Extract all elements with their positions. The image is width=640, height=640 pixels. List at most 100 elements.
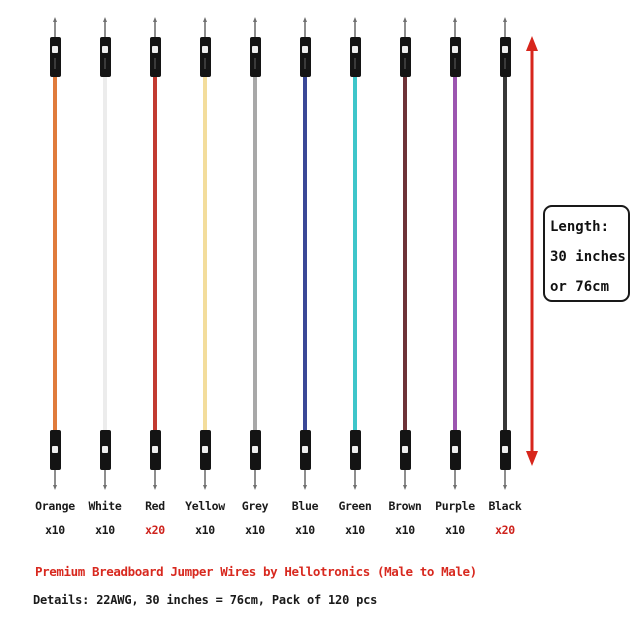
connector-housing-bottom <box>99 430 111 470</box>
pin-tip-icon <box>103 485 107 490</box>
pin-bottom-icon <box>303 470 307 490</box>
pin-tip-icon <box>153 17 157 22</box>
jumper-wire-brown <box>380 17 430 490</box>
wire-cable <box>53 77 57 430</box>
wire-count: x10 <box>395 523 415 537</box>
contact-window-icon <box>402 446 408 453</box>
pin-tip-icon <box>203 17 207 22</box>
housing-marking-icon <box>254 58 256 69</box>
jumper-wire-red <box>130 17 180 490</box>
pin-shaft-icon <box>254 470 256 485</box>
pin-tip-icon <box>453 485 457 490</box>
connector-housing-bottom <box>149 430 161 470</box>
contact-window-icon <box>352 46 358 53</box>
connector-housing-top <box>449 37 461 77</box>
pin-top-icon <box>403 17 407 37</box>
arrow-shaft-icon <box>530 48 534 454</box>
pin-tip-icon <box>253 485 257 490</box>
wire-cable <box>103 77 107 430</box>
wire-cable <box>203 77 207 430</box>
housing-marking-icon <box>504 58 506 69</box>
product-title: Premium Breadboard Jumper Wires by Hello… <box>35 564 477 579</box>
wire-label-orange: Orange x10 <box>30 499 80 537</box>
pin-top-icon <box>253 17 257 37</box>
contact-window-icon <box>452 46 458 53</box>
pin-shaft-icon <box>404 470 406 485</box>
pin-shaft-icon <box>54 22 56 37</box>
jumper-wire-purple <box>430 17 480 490</box>
contact-window-icon <box>202 446 208 453</box>
connector-housing-bottom <box>249 430 261 470</box>
pin-bottom-icon <box>153 470 157 490</box>
pin-tip-icon <box>503 17 507 22</box>
pin-tip-icon <box>403 17 407 22</box>
labels-row: Orange x10 White x10 Red x20 Yellow x10 … <box>30 499 530 537</box>
connector-housing-top <box>249 37 261 77</box>
wire-color-name: Black <box>488 499 522 513</box>
connector-housing-bottom <box>349 430 361 470</box>
wire-color-name: Orange <box>35 499 75 513</box>
connector-housing-bottom <box>499 430 511 470</box>
wire-count: x10 <box>95 523 115 537</box>
wire-count: x10 <box>245 523 265 537</box>
pin-top-icon <box>53 17 57 37</box>
wire-color-name: Red <box>145 499 165 513</box>
contact-window-icon <box>302 46 308 53</box>
wire-cable <box>453 77 457 430</box>
pin-bottom-icon <box>53 470 57 490</box>
wire-color-name: White <box>88 499 122 513</box>
pin-shaft-icon <box>504 22 506 37</box>
pin-shaft-icon <box>304 22 306 37</box>
connector-housing-bottom <box>199 430 211 470</box>
pin-tip-icon <box>253 17 257 22</box>
wire-count: x10 <box>295 523 315 537</box>
pin-top-icon <box>153 17 157 37</box>
wire-label-red: Red x20 <box>130 499 180 537</box>
pin-shaft-icon <box>454 22 456 37</box>
product-details: Details: 22AWG, 30 inches = 76cm, Pack o… <box>33 593 378 607</box>
pin-shaft-icon <box>104 22 106 37</box>
wire-label-green: Green x10 <box>330 499 380 537</box>
jumper-wire-white <box>80 17 130 490</box>
contact-window-icon <box>52 446 58 453</box>
pin-shaft-icon <box>104 470 106 485</box>
housing-marking-icon <box>154 58 156 69</box>
pin-bottom-icon <box>253 470 257 490</box>
pin-tip-icon <box>153 485 157 490</box>
pin-top-icon <box>203 17 207 37</box>
wire-cable <box>403 77 407 430</box>
pin-tip-icon <box>303 17 307 22</box>
connector-housing-top <box>499 37 511 77</box>
wire-count: x20 <box>145 523 165 537</box>
pin-tip-icon <box>403 485 407 490</box>
pin-shaft-icon <box>154 470 156 485</box>
wire-count: x20 <box>495 523 515 537</box>
wire-color-name: Green <box>338 499 372 513</box>
wire-cable <box>503 77 507 430</box>
wire-label-white: White x10 <box>80 499 130 537</box>
connector-housing-top <box>299 37 311 77</box>
contact-window-icon <box>402 46 408 53</box>
pin-shaft-icon <box>304 470 306 485</box>
contact-window-icon <box>152 446 158 453</box>
pin-bottom-icon <box>453 470 457 490</box>
wire-color-name: Blue <box>291 499 319 513</box>
pin-tip-icon <box>53 17 57 22</box>
connector-housing-top <box>199 37 211 77</box>
connector-housing-top <box>49 37 61 77</box>
contact-window-icon <box>252 446 258 453</box>
housing-marking-icon <box>54 58 56 69</box>
length-line-2: 30 inches <box>550 249 626 265</box>
wire-cable <box>353 77 357 430</box>
pin-shaft-icon <box>404 22 406 37</box>
jumper-wire-green <box>330 17 380 490</box>
jumper-wire-yellow <box>180 17 230 490</box>
contact-window-icon <box>102 446 108 453</box>
connector-housing-bottom <box>399 430 411 470</box>
pin-shaft-icon <box>54 470 56 485</box>
jumper-wire-orange <box>30 17 80 490</box>
contact-window-icon <box>252 46 258 53</box>
connector-housing-top <box>149 37 161 77</box>
wire-cable <box>153 77 157 430</box>
